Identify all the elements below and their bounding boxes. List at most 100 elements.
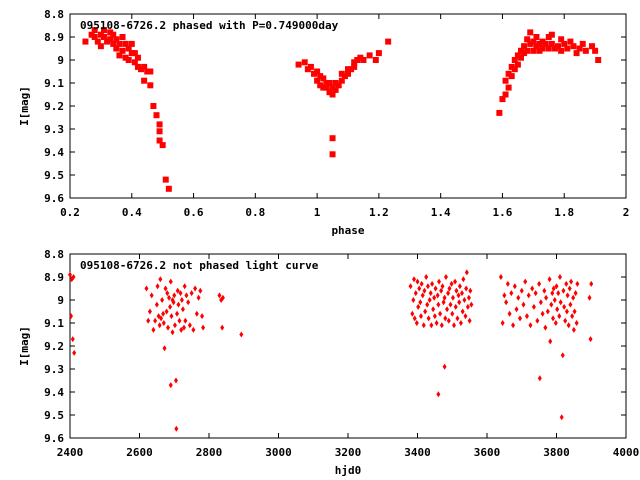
data-point <box>329 135 336 142</box>
data-point <box>159 142 166 149</box>
data-point <box>508 73 515 80</box>
data-point <box>432 294 437 301</box>
data-point <box>516 294 521 301</box>
data-point <box>436 391 441 398</box>
data-point <box>425 283 430 290</box>
data-point <box>499 96 506 103</box>
data-point <box>351 59 358 66</box>
chart-title: 095108-6726.2 phased with P=0.749000day <box>80 19 339 32</box>
data-point <box>175 287 180 294</box>
data-point <box>464 269 469 276</box>
data-point <box>573 290 578 297</box>
data-point <box>413 290 418 297</box>
data-point <box>113 45 120 52</box>
x-tick-label: 3400 <box>404 446 431 459</box>
data-point <box>314 68 321 75</box>
data-point <box>563 317 568 324</box>
data-point <box>147 82 154 89</box>
data-point <box>220 294 225 301</box>
data-point <box>521 43 528 50</box>
data-point <box>442 294 447 301</box>
data-point <box>155 283 160 290</box>
data-point <box>320 84 327 91</box>
data-point <box>574 320 579 326</box>
data-point <box>314 77 321 84</box>
data-point <box>100 34 107 40</box>
x-tick-label: 3000 <box>265 446 292 459</box>
y-tick-label: 9.6 <box>44 432 64 445</box>
data-point <box>304 66 311 73</box>
data-point <box>570 313 575 320</box>
data-points <box>82 27 602 192</box>
data-point <box>535 317 540 324</box>
data-point <box>463 313 468 320</box>
x-tick-label: 2800 <box>196 446 223 459</box>
x-tick-label: 3600 <box>474 446 501 459</box>
data-point <box>420 292 425 299</box>
data-point <box>450 310 455 317</box>
data-point <box>144 68 151 75</box>
data-point <box>418 313 423 320</box>
data-point <box>570 43 577 50</box>
data-point <box>412 315 417 322</box>
y-tick-label: 9 <box>57 54 64 67</box>
data-point <box>217 292 222 299</box>
x-tick-label: 3800 <box>543 446 570 459</box>
data-point <box>147 68 154 75</box>
data-point <box>564 45 571 52</box>
data-point <box>537 375 542 382</box>
data-point <box>174 425 179 432</box>
data-point <box>428 290 433 297</box>
data-point <box>536 47 543 54</box>
data-point <box>457 283 462 290</box>
data-points <box>68 269 594 432</box>
x-tick-label: 1.4 <box>431 206 451 219</box>
data-point <box>572 308 577 315</box>
data-point <box>468 287 473 294</box>
data-point <box>571 294 576 301</box>
data-point <box>533 43 540 50</box>
chart-title: 095108-6726.2 not phased light curve <box>80 259 319 272</box>
data-point <box>555 306 560 313</box>
data-point <box>156 121 163 128</box>
y-tick-label: 9.5 <box>44 169 64 182</box>
data-point <box>366 52 373 59</box>
data-point <box>326 89 333 96</box>
data-point <box>170 297 175 303</box>
data-point <box>582 47 589 54</box>
y-tick-label: 9.1 <box>44 77 64 90</box>
data-point <box>156 128 163 135</box>
data-point <box>141 77 148 84</box>
data-point <box>460 308 465 315</box>
data-point <box>518 315 523 322</box>
data-point <box>592 47 599 54</box>
data-point <box>542 287 547 294</box>
y-tick-label: 9.4 <box>44 146 64 159</box>
data-point <box>332 86 339 93</box>
data-point <box>552 297 557 303</box>
data-point <box>511 322 516 329</box>
data-point <box>446 317 451 324</box>
data-point <box>464 285 469 292</box>
data-point <box>558 299 563 306</box>
data-point <box>565 292 570 299</box>
data-point <box>435 292 440 299</box>
data-point <box>375 50 382 57</box>
data-point <box>514 52 521 59</box>
data-point <box>110 31 117 38</box>
data-point <box>104 38 111 45</box>
data-point <box>122 54 129 61</box>
data-point <box>588 336 593 343</box>
data-point <box>160 297 165 303</box>
data-point <box>533 34 540 40</box>
data-point <box>527 29 534 36</box>
data-point <box>528 322 533 329</box>
plot-area-frame <box>69 253 627 439</box>
data-point <box>146 317 151 324</box>
data-point <box>575 280 580 287</box>
data-point <box>545 34 552 40</box>
data-point <box>440 283 445 290</box>
data-point <box>338 77 345 84</box>
data-point <box>542 40 549 47</box>
x-tick-label: 1 <box>314 206 321 219</box>
